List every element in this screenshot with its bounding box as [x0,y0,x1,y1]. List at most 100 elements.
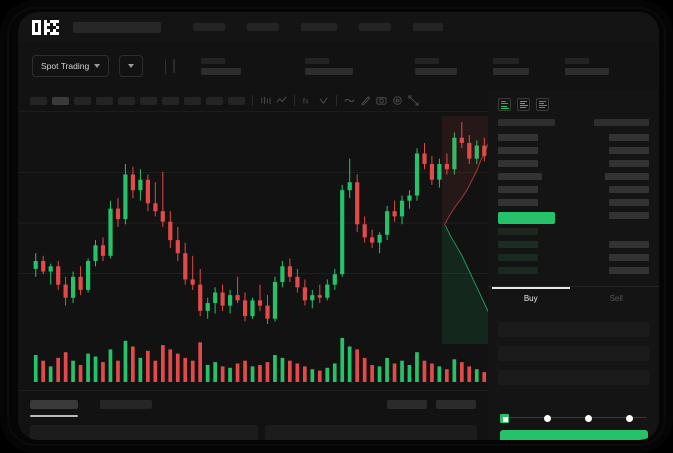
toolbar-divider [294,95,295,106]
buy-sell-tabs: Buy Sell [488,286,659,312]
timeframe-button-3[interactable] [74,96,91,105]
bottom-action-1[interactable] [387,400,427,409]
orderbook-both-icon[interactable] [498,98,511,111]
fullscreen-icon[interactable] [408,95,419,106]
orderbook-asks-icon[interactable] [536,98,549,111]
nav-title-placeholder [73,21,161,33]
orderbook-bid-total-3[interactable] [609,254,649,261]
timeframe-button-7[interactable] [162,96,179,105]
wave-icon[interactable] [344,95,355,106]
step-3[interactable] [585,415,592,422]
pair-name-placeholder [172,59,175,73]
tab-order-history[interactable] [100,400,152,409]
orderbook-bid-row-1[interactable] [498,228,538,235]
step-4[interactable] [626,415,633,422]
active-tab-underline [492,287,570,289]
orderbook-ask-row-1[interactable] [498,134,538,141]
stat-value [305,67,353,75]
orderbook-ask-total-5[interactable] [609,186,649,193]
orderbook-rows[interactable] [488,117,659,299]
volume-histogram [18,332,488,390]
spot-trading-label: Spot Trading [41,61,90,71]
candlestick-chart[interactable] [18,112,488,332]
timeframe-button-1[interactable] [30,96,47,105]
candlestick-chart-icon[interactable] [260,95,271,106]
stat-value [415,67,457,75]
order-form-row-3[interactable] [498,370,649,385]
submit-order-button[interactable] [500,430,648,440]
stat-low-24h [493,57,529,75]
order-book-panel: Buy Sell [488,90,659,440]
svg-text:fx: fx [303,96,309,105]
tab-buy[interactable]: Buy [523,294,538,303]
candlestick-svg [18,122,488,324]
volume-svg [33,338,487,382]
stat-label [305,57,329,64]
orderbook-ask-row-2[interactable] [498,147,538,154]
line-chart-icon[interactable] [276,95,287,106]
nav-item-3[interactable] [301,23,337,31]
timeframe-button-9[interactable] [206,96,223,105]
toolbar-divider [336,95,337,106]
chevron-down-icon [94,64,101,68]
orderbook-best-price-row[interactable] [498,212,555,224]
spot-trading-selector[interactable]: Spot Trading [32,55,110,77]
order-steps-indicator [500,412,648,424]
orderbook-bid-total-4[interactable] [609,267,649,274]
settings-gear-icon[interactable] [392,95,403,106]
timeframe-button-6[interactable] [140,96,157,105]
chart-toolbar: fx [18,90,488,112]
bottom-card-right [265,425,477,440]
order-form-row-2[interactable] [498,346,649,361]
orderbook-bid-total-2[interactable] [609,241,649,248]
order-form-row-1[interactable] [498,322,649,337]
orderbook-bids-icon[interactable] [517,98,530,111]
step-1-active[interactable] [500,414,509,423]
chevron-down-icon [128,64,135,68]
drawing-pencil-icon[interactable] [360,95,371,106]
bottom-tab-underline [30,415,78,417]
orderbook-bid-row-3[interactable] [498,254,538,261]
timeframe-button-2[interactable] [52,96,69,105]
stat-label [493,57,519,64]
nav-item-1[interactable] [193,23,225,31]
orderbook-ask-total-1[interactable] [609,134,649,141]
orderbook-ask-total-4[interactable] [605,173,649,180]
orderbook-ask-total-2[interactable] [609,147,649,154]
steps-track [506,417,646,418]
orderbook-ask-row-4[interactable] [498,173,542,180]
camera-icon[interactable] [376,95,387,106]
timeframe-button-8[interactable] [184,96,201,105]
stat-value [493,67,529,75]
nav-item-2[interactable] [247,23,279,31]
orderbook-best-total[interactable] [609,212,649,219]
timeframe-button-4[interactable] [96,96,113,105]
tab-open-orders[interactable] [30,400,78,409]
orderbook-bid-row-2[interactable] [498,241,538,248]
orderbook-view-modes [488,90,659,117]
compare-icon[interactable] [318,95,329,106]
stat-label [565,57,589,64]
orderbook-bid-row-4[interactable] [498,267,538,274]
ticker-stats [201,57,645,75]
nav-item-4[interactable] [359,23,391,31]
orderbook-ask-row-6[interactable] [498,199,538,206]
okx-logo[interactable] [32,19,59,35]
stat-label [415,57,439,64]
pair-selector[interactable] [119,55,144,77]
step-2[interactable] [544,415,551,422]
timeframe-button-5[interactable] [118,96,135,105]
orderbook-ask-total-3[interactable] [609,160,649,167]
bottom-action-2[interactable] [436,400,476,409]
tab-sell[interactable]: Sell [609,294,623,303]
orders-panel [18,390,488,440]
stat-volume-24h [565,57,609,75]
stat-high-24h [415,57,457,75]
orderbook-ask-row-5[interactable] [498,186,538,193]
orderbook-ask-total-6[interactable] [609,199,649,206]
nav-item-5[interactable] [413,23,443,31]
orderbook-ask-row-3[interactable] [498,160,538,167]
timeframe-button-10[interactable] [228,96,245,105]
indicators-icon[interactable]: fx [302,95,313,106]
